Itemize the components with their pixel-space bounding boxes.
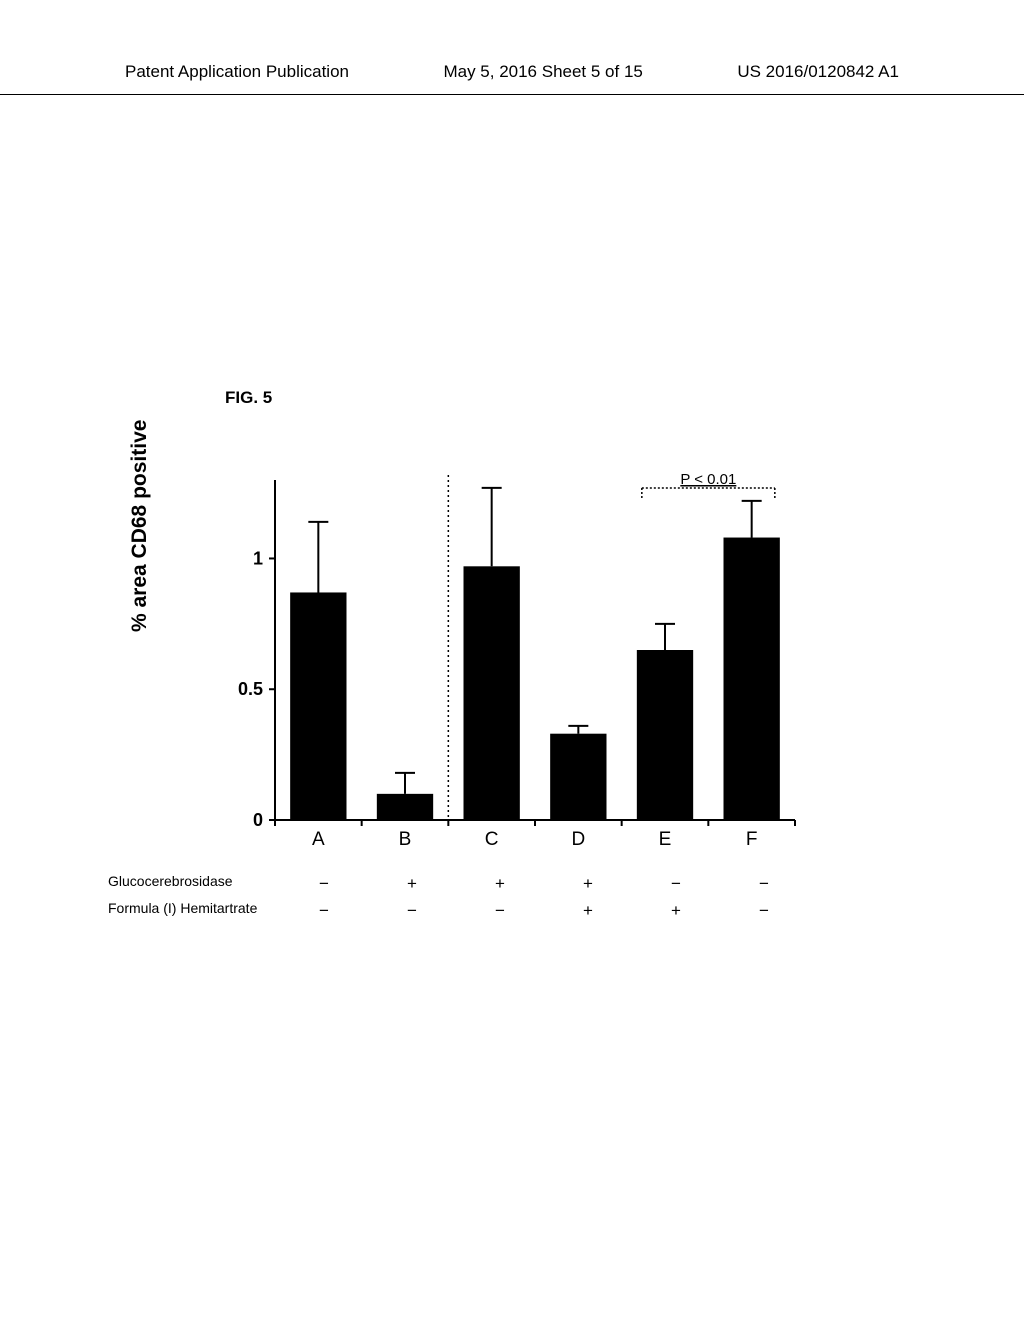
header-left: Patent Application Publication xyxy=(125,62,349,82)
treatment-value: − xyxy=(368,897,456,924)
svg-text:B: B xyxy=(399,829,412,850)
bar-chart: 0 0.5 1 A B C D E F P < 0.01 xyxy=(125,460,805,910)
treatment-value: − xyxy=(632,870,720,897)
treatment-values: −−−++− xyxy=(280,897,808,924)
treatment-value: + xyxy=(632,897,720,924)
treatment-table: Glucocerebrosidase−+++−−Formula (I) Hemi… xyxy=(108,870,808,924)
treatment-value: − xyxy=(456,897,544,924)
svg-text:P < 0.01: P < 0.01 xyxy=(680,471,736,488)
header-center: May 5, 2016 Sheet 5 of 15 xyxy=(443,62,642,82)
treatment-row: Glucocerebrosidase−+++−− xyxy=(108,870,808,897)
chart-container: 0 0.5 1 A B C D E F P < 0.01 xyxy=(125,460,805,910)
svg-text:C: C xyxy=(485,829,499,850)
treatment-values: −+++−− xyxy=(280,870,808,897)
svg-text:0: 0 xyxy=(253,810,263,830)
treatment-value: + xyxy=(544,870,632,897)
svg-text:E: E xyxy=(659,829,672,850)
treatment-name: Glucocerebrosidase xyxy=(108,870,280,897)
svg-text:A: A xyxy=(312,829,325,850)
svg-text:F: F xyxy=(746,829,758,850)
treatment-value: + xyxy=(456,870,544,897)
treatment-name: Formula (I) Hemitartrate xyxy=(108,897,280,924)
figure-title: FIG. 5 xyxy=(225,388,272,408)
treatment-row: Formula (I) Hemitartrate−−−++− xyxy=(108,897,808,924)
svg-text:1: 1 xyxy=(253,548,263,568)
svg-text:D: D xyxy=(571,829,585,850)
treatment-value: + xyxy=(368,870,456,897)
treatment-value: − xyxy=(280,870,368,897)
treatment-value: − xyxy=(720,870,808,897)
svg-text:0.5: 0.5 xyxy=(238,679,263,699)
treatment-value: − xyxy=(720,897,808,924)
treatment-value: + xyxy=(544,897,632,924)
treatment-value: − xyxy=(280,897,368,924)
header-right: US 2016/0120842 A1 xyxy=(737,62,899,82)
